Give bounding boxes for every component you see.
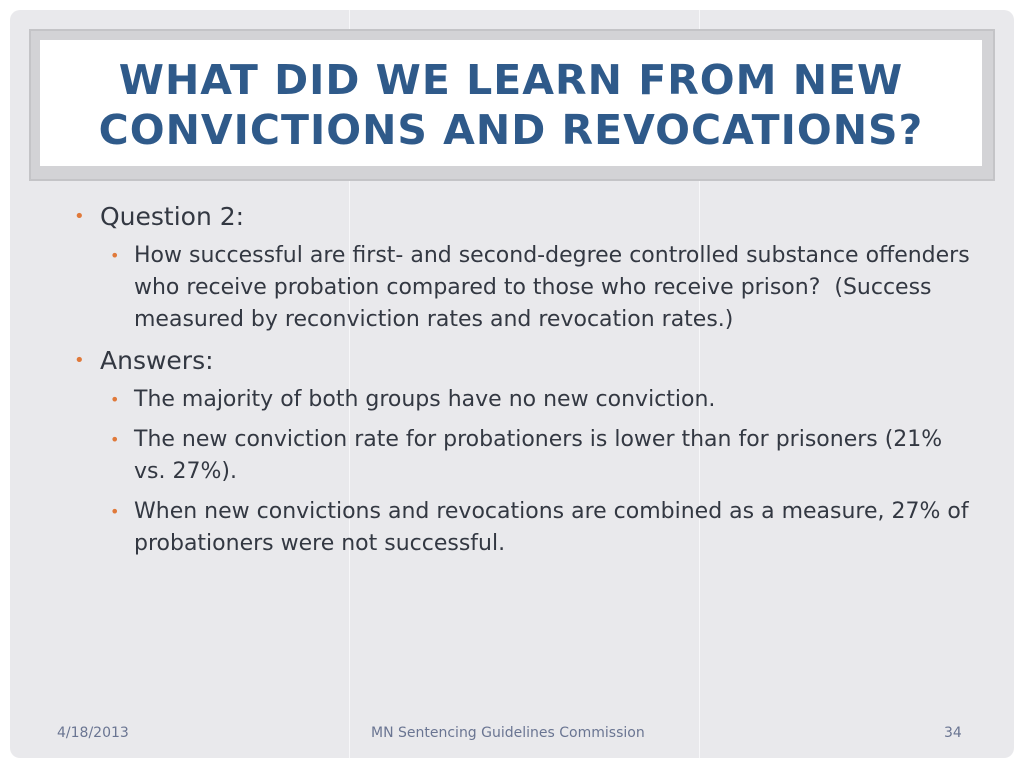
- sub-bullet-answer: • When new convictions and revocations a…: [72, 496, 972, 560]
- answer-text: When new convictions and revocations are…: [134, 499, 969, 556]
- bullet-dot-icon: •: [110, 390, 120, 409]
- sub-bullet-answer: • The majority of both groups have no ne…: [72, 384, 972, 416]
- sub-bullet-question: • How successful are first- and second-d…: [72, 240, 972, 336]
- sub-bullet-answer: • The new conviction rate for probatione…: [72, 424, 972, 488]
- bullet-answers: • Answers:: [72, 344, 972, 378]
- slide-content: • Question 2: • How successful are first…: [72, 200, 972, 568]
- footer-organization: MN Sentencing Guidelines Commission: [371, 725, 645, 741]
- answer-text: The new conviction rate for probationers…: [134, 427, 943, 484]
- question-heading: Question 2:: [100, 202, 245, 231]
- bullet-dot-icon: •: [110, 246, 120, 265]
- slide-title: What did we learn from new convictions a…: [98, 56, 924, 154]
- title-box: What did we learn from new convictions a…: [40, 40, 982, 166]
- slide-number: 34: [944, 725, 962, 741]
- background-divider: [349, 10, 350, 758]
- question-text: How successful are first- and second-deg…: [134, 243, 970, 332]
- bullet-dot-icon: •: [74, 350, 85, 371]
- bullet-question: • Question 2:: [72, 200, 972, 234]
- bullet-dot-icon: •: [110, 430, 120, 449]
- footer-date: 4/18/2013: [57, 725, 129, 741]
- answers-heading: Answers:: [100, 346, 214, 375]
- bullet-dot-icon: •: [74, 206, 85, 227]
- background-divider: [699, 10, 700, 758]
- answer-text: The majority of both groups have no new …: [134, 387, 716, 412]
- bullet-dot-icon: •: [110, 502, 120, 521]
